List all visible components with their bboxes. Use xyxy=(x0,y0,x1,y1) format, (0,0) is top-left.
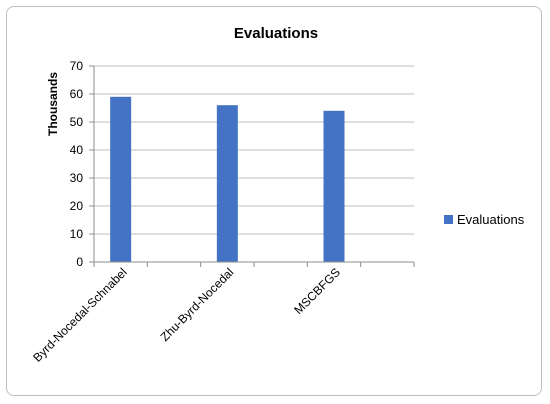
y-tick-label: 60 xyxy=(70,87,84,101)
axes xyxy=(89,65,415,267)
y-tick-label: 10 xyxy=(70,227,84,241)
y-tick-label: 30 xyxy=(70,171,84,185)
gridlines xyxy=(94,65,414,235)
y-tick-label: 40 xyxy=(70,143,84,157)
x-tick-label: MSCBFGS xyxy=(291,265,343,317)
x-tick-labels: Byrd-Nocedal-Schnabel Zhu-Byrd-Nocedal MSC… xyxy=(30,265,343,365)
y-tick-label: 0 xyxy=(76,255,83,269)
legend: Evaluations xyxy=(444,212,525,227)
chart-frame xyxy=(6,6,542,396)
y-tick-label: 70 xyxy=(70,59,84,73)
legend-label: Evaluations xyxy=(457,212,525,227)
y-tick-label: 50 xyxy=(70,115,84,129)
bar-3 xyxy=(323,110,345,262)
legend-swatch xyxy=(444,215,453,224)
y-tick-labels: 0 10 20 30 40 50 60 70 xyxy=(70,59,84,269)
bars-group xyxy=(110,96,345,262)
x-tick-label: Zhu-Byrd-Nocedal xyxy=(158,265,237,344)
y-tick-label: 20 xyxy=(70,199,84,213)
y-axis-label: Thousands xyxy=(46,72,60,136)
bar-1 xyxy=(110,96,132,262)
bar-2 xyxy=(216,105,238,262)
x-tick-label: Byrd-Nocedal-Schnabel xyxy=(30,265,130,365)
chart-title: Evaluations xyxy=(234,25,318,42)
